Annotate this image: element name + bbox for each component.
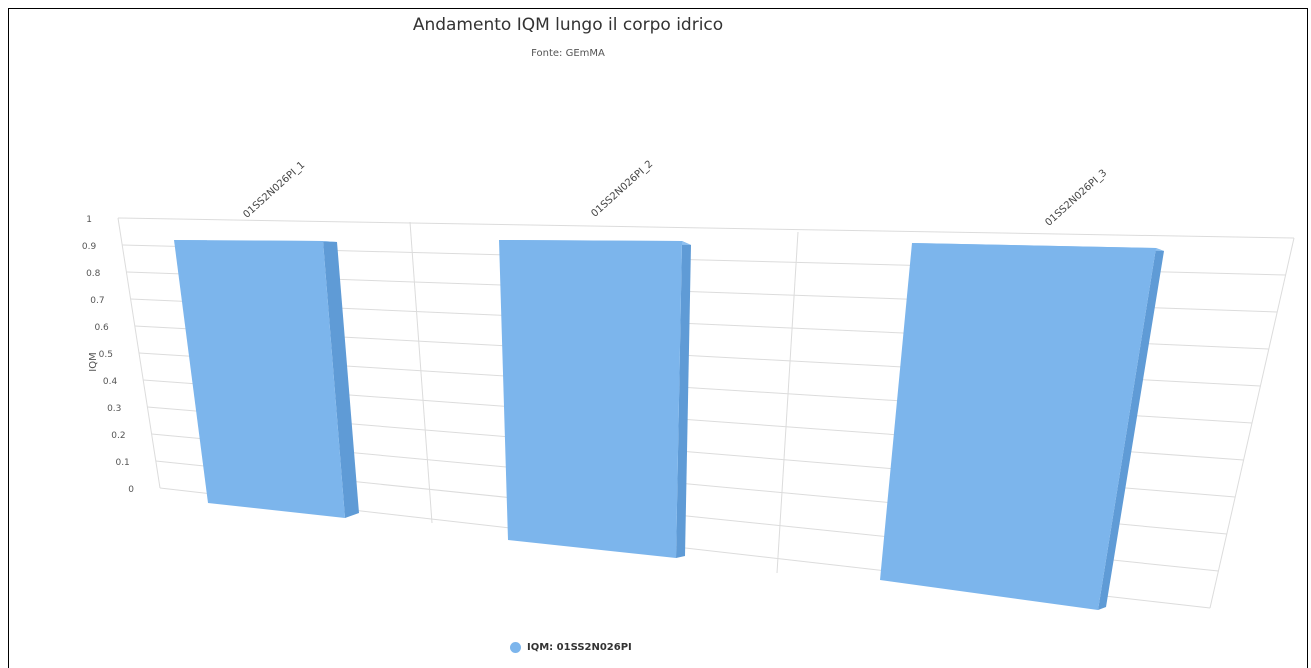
y-tick-label: 0	[128, 485, 134, 495]
y-tick-label: 0.6	[94, 323, 109, 333]
bar-side	[1098, 248, 1164, 610]
axis-right-edge	[1209, 237, 1295, 609]
bar	[174, 240, 345, 518]
legend-label: IQM: 01SS2N026PI	[527, 642, 632, 653]
y-axis-title: IQM	[88, 352, 99, 371]
x-category-label: 01SS2N026PI_3	[1043, 168, 1109, 229]
legend-marker	[510, 642, 521, 653]
gridline	[117, 217, 1295, 239]
bar	[880, 243, 1156, 610]
y-tick-label: 0.4	[103, 377, 118, 387]
y-tick-label: 0.8	[86, 269, 101, 279]
bar	[499, 240, 682, 558]
y-tick-label: 1	[86, 215, 92, 225]
x-category-label: 01SS2N026PI_2	[589, 159, 655, 220]
gridline-vertical	[776, 231, 799, 574]
y-tick-label: 0.7	[90, 296, 104, 306]
chart-subtitle: Fonte: GEmMA	[531, 48, 605, 59]
axis-left-edge	[117, 217, 161, 489]
bar-side	[676, 241, 691, 558]
legend[interactable]: IQM: 01SS2N026PI	[510, 642, 632, 653]
y-tick-label: 0.5	[99, 350, 113, 360]
y-tick-label: 0.3	[107, 404, 121, 414]
y-tick-label: 0.2	[111, 431, 125, 441]
x-category-label: 01SS2N026PI_1	[241, 160, 307, 221]
chart-title: Andamento IQM lungo il corpo idrico	[412, 15, 724, 35]
chart-frame	[8, 8, 1308, 668]
gridline-vertical	[409, 221, 433, 524]
y-tick-label: 0.1	[115, 458, 129, 468]
bar-side	[323, 241, 359, 518]
y-tick-label: 0.9	[82, 242, 97, 252]
